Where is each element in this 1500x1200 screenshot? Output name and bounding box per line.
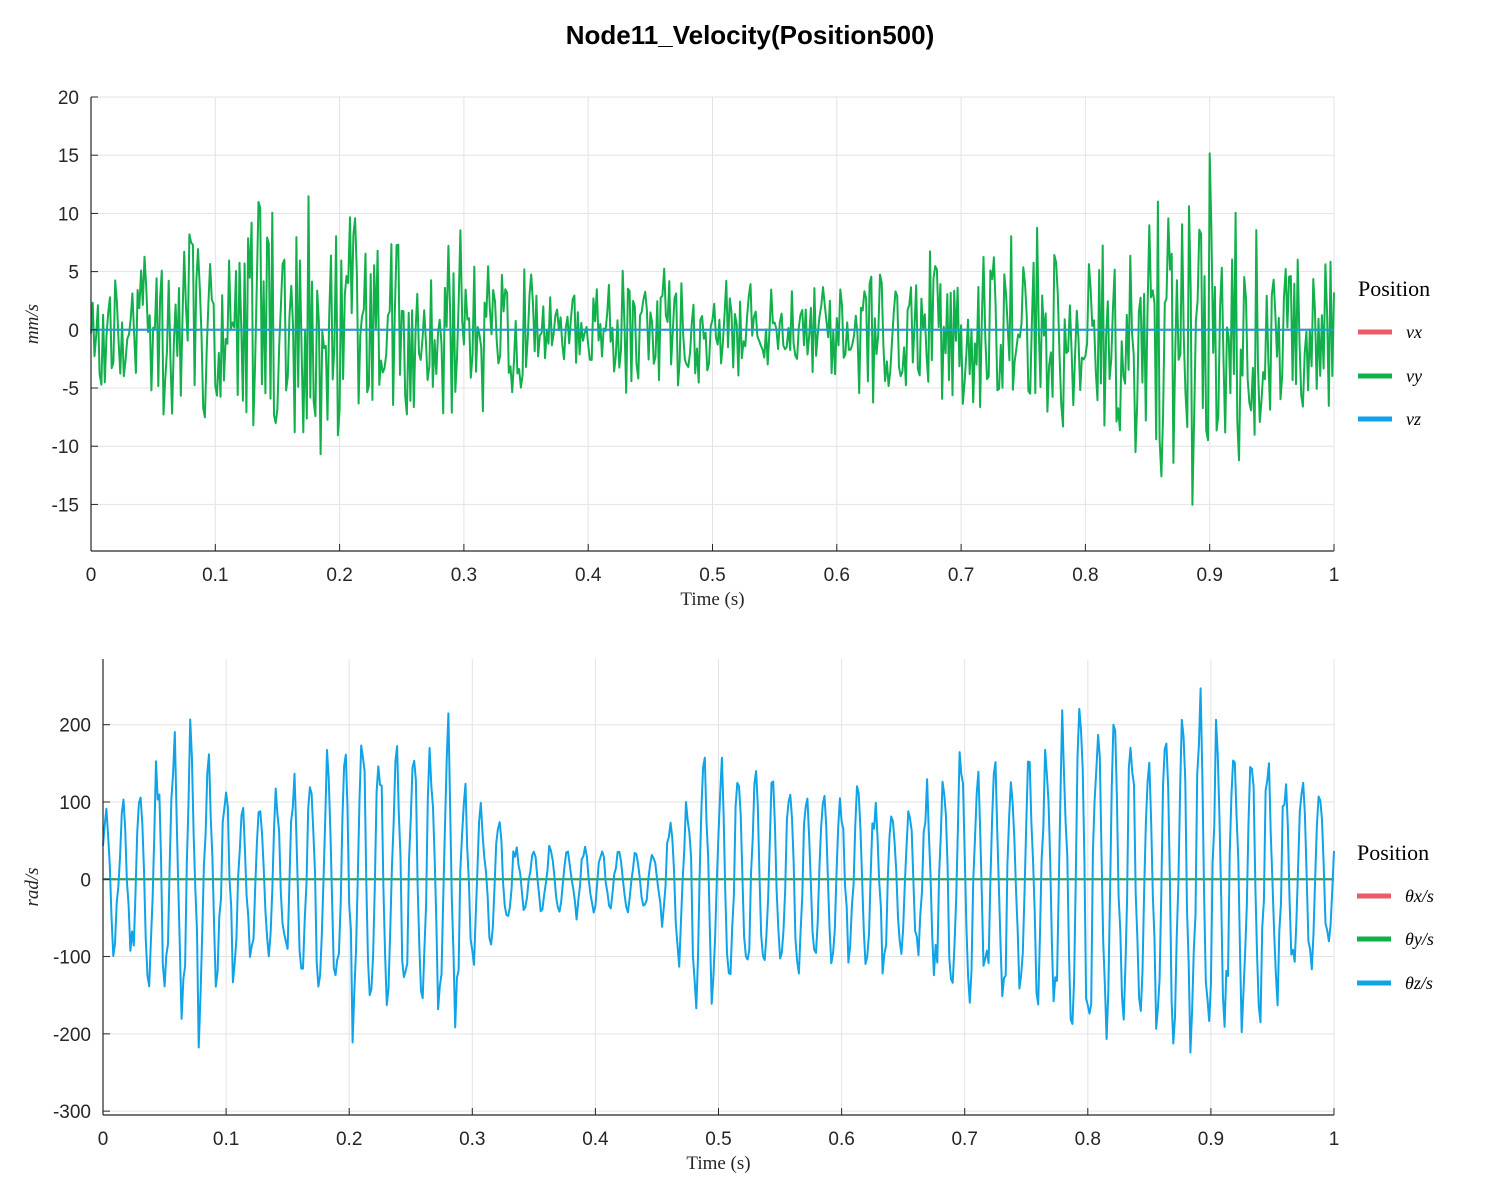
x-tick-label: 0.2: [326, 565, 352, 586]
x-axis-label: Time (s): [686, 1153, 750, 1174]
legend-entry: θx/s: [1405, 886, 1434, 906]
x-tick-label: 1: [1329, 565, 1340, 586]
y-axis-label: mm/s: [22, 304, 43, 344]
y-tick-label: -200: [53, 1025, 91, 1046]
legend-entry: θz/s: [1405, 973, 1433, 993]
legend-entry: vz: [1406, 409, 1421, 429]
x-axis-label: Time (s): [680, 589, 744, 610]
x-tick-label: 0.2: [336, 1129, 362, 1150]
x-tick-label: 0.7: [951, 1129, 977, 1150]
legend-entry: vx: [1406, 322, 1422, 342]
y-tick-label: 100: [59, 793, 91, 814]
grid-lines: [102, 659, 1335, 1115]
y-tick-label: -300: [53, 1102, 91, 1123]
x-tick-label: 0.6: [828, 1129, 854, 1150]
series-line-2: [90, 152, 1335, 506]
x-tick-label: 0.9: [1198, 1129, 1224, 1150]
x-tick-label: 0: [86, 565, 97, 586]
legend-entry: vy: [1406, 366, 1422, 386]
y-tick-label: 20: [58, 88, 79, 109]
y-tick-label: 5: [68, 263, 79, 284]
legend-title: Position: [1358, 276, 1430, 301]
series-line-3: [102, 687, 1335, 1054]
x-tick-label: 0.5: [699, 565, 725, 586]
y-tick-label: 0: [80, 870, 91, 891]
x-tick-label: 0.5: [705, 1129, 731, 1150]
x-tick-label: 0: [98, 1129, 109, 1150]
x-tick-label: 0.9: [1196, 565, 1222, 586]
y-axis-label: rad/s: [22, 867, 43, 906]
x-tick-label: 0.3: [459, 1129, 485, 1150]
figure-title: Node11_Velocity(Position500): [565, 20, 935, 50]
velocity-plot: 0 0.1 0.2 0.3 0.4 0.5 0.6 0.7 0.8 0.9 1 20 15 10 5 0 -5 -…: [22, 88, 1430, 610]
y-tick-label: -10: [52, 437, 79, 458]
angular-velocity-plot: 0 0.1 0.2 0.3 0.4 0.5 0.6 0.7 0.8 0.9 1 200 100 0 -100…: [22, 659, 1434, 1174]
y-tick-label: 200: [59, 716, 91, 737]
y-tick-label: -5: [62, 379, 79, 400]
x-tick-label: 0.8: [1072, 565, 1098, 586]
x-tick-label: 1: [1329, 1129, 1340, 1150]
x-tick-label: 0.4: [575, 565, 602, 586]
legend: Position θx/s θy/s θz/s: [1357, 840, 1434, 993]
x-tick-label: 0.6: [824, 565, 850, 586]
x-tick-label: 0.1: [213, 1129, 239, 1150]
y-tick-label: 15: [58, 146, 79, 167]
x-tick-label: 0.3: [451, 565, 477, 586]
y-tick-label: 0: [68, 321, 79, 342]
y-tick-label: 10: [58, 204, 79, 225]
x-tick-label: 0.8: [1075, 1129, 1101, 1150]
legend: Position vx vy vz: [1358, 276, 1430, 429]
x-tick-label: 0.4: [582, 1129, 609, 1150]
y-tick-label: -100: [53, 948, 91, 969]
y-tick-label: -15: [52, 495, 79, 516]
legend-entry: θy/s: [1405, 929, 1434, 949]
legend-title: Position: [1357, 840, 1429, 865]
x-tick-label: 0.7: [948, 565, 974, 586]
x-tick-label: 0.1: [202, 565, 228, 586]
